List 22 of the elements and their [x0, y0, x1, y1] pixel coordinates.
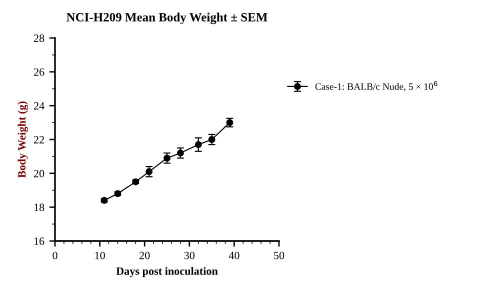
- x-tick-label: 20: [140, 252, 150, 260]
- x-tick-label: 50: [274, 252, 284, 260]
- x-tick-label: 0: [52, 252, 58, 260]
- legend-label: Case-1: BALB/c Nude, 5 × 10$^{6}$: [315, 81, 438, 92]
- y-tick-label: 24: [34, 102, 44, 110]
- x-axis-title: Days post inoculation: [116, 267, 218, 278]
- y-tick-label: 22: [34, 136, 44, 144]
- y-axis-title: Body Weight (g): [18, 102, 28, 178]
- point: [194, 141, 202, 148]
- x-tick-label: 10: [95, 252, 105, 260]
- y-tick-label: 18: [34, 204, 44, 212]
- x-tick-label: 30: [184, 252, 195, 260]
- x-tick-label: 40: [228, 252, 240, 260]
- point: [164, 154, 170, 162]
- chart-title: NCI-H209 Mean Body Weight ± SEM: [66, 12, 268, 24]
- point: [208, 136, 216, 143]
- point: [146, 168, 153, 176]
- y-tick-label: 16: [34, 237, 44, 245]
- y-tick-label: 28: [34, 34, 44, 42]
- y-tick-label: 20: [34, 170, 44, 178]
- point: [176, 150, 184, 157]
- y-tick-label: 26: [34, 68, 44, 76]
